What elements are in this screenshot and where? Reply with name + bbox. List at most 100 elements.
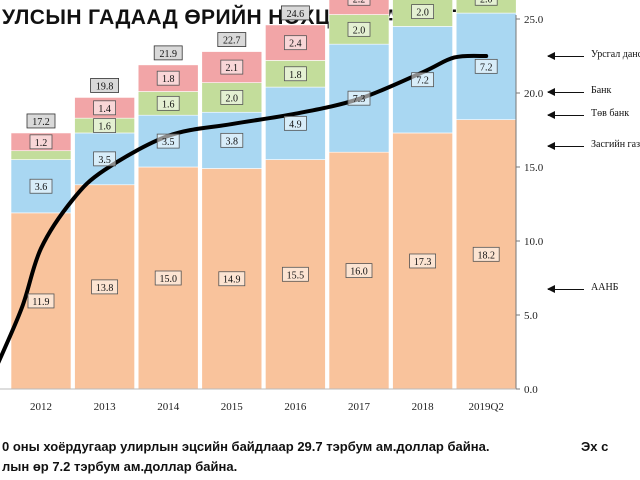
segment-label-box (220, 132, 244, 148)
x-tick-label: 2019Q2 (468, 401, 503, 413)
bar-segment-govt (10, 159, 72, 214)
segment-label: 18.2 (477, 250, 495, 261)
total-label: 24.6 (287, 9, 305, 20)
segment-label: 15.0 (159, 274, 177, 285)
segment-label: 7.3 (353, 94, 366, 105)
x-tick-label: 2018 (412, 401, 435, 413)
x-tick-label: 2012 (30, 401, 52, 413)
segment-label: 13.8 (96, 283, 114, 294)
segment-label-box (91, 279, 118, 295)
total-label: 19.8 (96, 81, 114, 92)
total-label: 17.2 (32, 117, 50, 128)
legend-label-government: Засгийн газ (591, 139, 640, 150)
x-tick-label: 2013 (94, 401, 117, 413)
total-label-box (26, 113, 56, 129)
legend-label-bank: Банк (591, 85, 612, 96)
segment-label-box (218, 271, 246, 287)
segment-label: 2.4 (289, 39, 302, 50)
legend-label-central-bank: Төв банк (591, 108, 630, 119)
y-tick-label: 25.0 (524, 14, 544, 26)
segment-label: 2.0 (353, 25, 366, 36)
segment-label: 11.9 (32, 297, 49, 308)
segment-label-box (474, 58, 498, 74)
x-tick-label: 2017 (348, 401, 371, 413)
segment-label: 1.6 (98, 122, 111, 133)
legend-arrow-icon (547, 52, 584, 60)
footnote-text-1: оны хоёрдугаар улирлын эцсийн байдлаар 2… (12, 439, 490, 454)
segment-label-box (472, 246, 500, 262)
segment-label-box (29, 134, 53, 150)
total-label-box (280, 5, 310, 21)
segment-label-box (474, 0, 498, 6)
segment-label-box (220, 59, 244, 75)
segment-label-box (345, 263, 373, 279)
legend-label-total: Урсгал данс (591, 49, 640, 60)
bar-segment-bank (328, 0, 390, 15)
bar-segment-central_bank (455, 0, 517, 14)
segment-label: 17.3 (414, 257, 432, 268)
segment-label-box (409, 253, 437, 269)
segment-label: 16.0 (350, 267, 368, 278)
segment-label-box (347, 0, 371, 6)
total-label: 22.7 (223, 36, 241, 47)
legend-arrow-icon (547, 111, 584, 119)
segment-label: 2.0 (416, 8, 429, 19)
segment-label-box (283, 115, 307, 131)
segment-label-box (27, 293, 55, 309)
segment-label-box (156, 70, 180, 86)
legend-arrow-icon (547, 88, 584, 96)
segment-label: 3.5 (98, 155, 111, 166)
segment-label: 1.4 (98, 104, 111, 115)
total-label-box (217, 32, 247, 47)
legend-label-aanb: ААНБ (591, 282, 619, 293)
total-label-box (153, 45, 183, 61)
x-tick-label: 2014 (157, 401, 180, 413)
x-tick-label: 2016 (284, 401, 307, 413)
segment-label: 7.2 (416, 76, 429, 87)
segment-label-box (283, 66, 307, 82)
segment-label: 4.9 (289, 119, 302, 130)
legend-arrow-icon (547, 142, 584, 150)
legend-arrow-icon (547, 285, 584, 293)
y-tick-label: 20.0 (524, 88, 544, 100)
segment-label: 1.2 (35, 138, 48, 149)
footnote-marker: 0 (2, 439, 13, 454)
segment-label-box (283, 35, 307, 51)
segment-label-box (156, 133, 180, 149)
segment-label: 3.6 (35, 182, 48, 193)
source-note: Эх с (581, 439, 609, 454)
segment-label: 7.2 (480, 62, 493, 73)
y-tick-label: 10.0 (524, 236, 544, 248)
x-tick-label: 2015 (221, 401, 244, 413)
segment-label: 3.5 (162, 137, 175, 148)
segment-label: 14.9 (223, 275, 241, 286)
segment-label-box (29, 178, 53, 194)
segment-label-box (93, 118, 116, 133)
segment-label-box (347, 90, 371, 106)
segment-label: 2.0 (480, 0, 493, 5)
segment-label: 2.1 (226, 63, 239, 74)
y-tick-label: 5.0 (524, 310, 538, 322)
segment-label: 3.8 (226, 136, 239, 147)
footnote-line-1: 0 оны хоёрдугаар улирлын эцсийн байдлаар… (2, 439, 489, 454)
segment-label: 1.6 (162, 99, 175, 110)
total-trend-line (0, 53, 489, 364)
segment-label: 15.5 (287, 270, 305, 281)
segment-label-box (281, 266, 309, 282)
segment-label-box (156, 95, 180, 111)
segment-label: 1.8 (289, 70, 302, 81)
bar-segment-central_bank (10, 150, 72, 160)
segment-label-box (411, 4, 435, 19)
segment-label: 2.0 (226, 93, 239, 104)
total-label-box (90, 78, 119, 93)
footnote-line-2: лын өр 7.2 тэрбум ам.доллар байна. (2, 459, 238, 474)
segment-label: 2.2 (353, 0, 366, 5)
segment-label-box (220, 90, 244, 105)
segment-label-box (93, 100, 116, 116)
total-label: 21.9 (159, 49, 177, 60)
segment-label-box (411, 72, 435, 88)
segment-label-box (154, 270, 182, 286)
y-tick-label: 15.0 (524, 162, 544, 174)
segment-label-box (347, 21, 371, 37)
